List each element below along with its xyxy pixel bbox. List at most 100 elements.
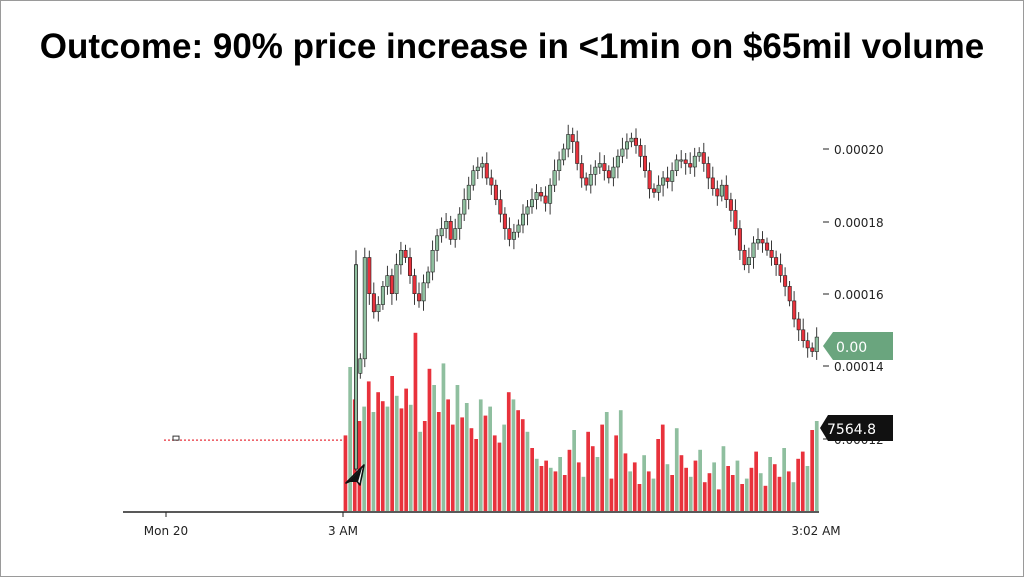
volume-bar — [371, 412, 376, 511]
candle-body — [683, 159, 688, 164]
candle-body — [371, 293, 376, 313]
volume-bar — [380, 401, 385, 511]
volume-bar — [712, 462, 716, 511]
cursor-arrow-icon — [345, 464, 365, 486]
volume-bar — [436, 412, 441, 511]
x-tick-label: Mon 20 — [144, 524, 188, 538]
candle-body — [579, 163, 584, 179]
candle-body — [453, 228, 458, 240]
candle-body — [697, 152, 702, 157]
volume-bar — [464, 403, 469, 511]
candle-body — [548, 184, 553, 204]
candle-body — [575, 141, 580, 164]
candle-body — [529, 199, 534, 208]
volume-bar — [455, 385, 460, 511]
candle-body — [552, 170, 557, 186]
candle-body — [462, 199, 467, 215]
candle-body — [539, 192, 544, 197]
candle-body — [376, 304, 381, 312]
candle-body — [611, 166, 616, 179]
volume-bar — [660, 424, 665, 511]
candle-body — [570, 134, 575, 142]
volume-bar — [474, 439, 478, 511]
candle-body — [493, 184, 498, 200]
volume-bar — [782, 448, 786, 511]
volume-bar — [763, 485, 768, 511]
volume-bar — [450, 424, 455, 511]
candle-body — [805, 340, 810, 349]
volume-bar — [679, 455, 684, 511]
candle-body — [489, 177, 494, 186]
volume-bar — [730, 475, 735, 511]
candle-body — [814, 336, 819, 352]
volume-bar — [800, 451, 805, 511]
candle-body — [466, 184, 471, 200]
volume-bar — [488, 406, 492, 511]
volume-bar — [758, 473, 763, 511]
candle-body — [417, 293, 422, 302]
y-tick-label: 0.00016 — [834, 288, 884, 302]
candle-body — [674, 159, 679, 171]
candle-body — [615, 155, 620, 168]
candle-body — [507, 228, 512, 240]
volume-bar — [702, 482, 707, 511]
volume-bar — [343, 435, 348, 511]
candle-body — [520, 213, 525, 226]
volume-bar — [357, 421, 362, 511]
volume-bar — [777, 476, 782, 511]
candle-body — [380, 286, 385, 305]
volume-bar — [506, 392, 511, 511]
volume-tag — [820, 415, 893, 441]
pre-move-price-line — [164, 435, 343, 441]
volume-bar — [492, 435, 497, 511]
pre-move-candle — [172, 435, 180, 441]
volume-bar — [376, 392, 380, 511]
volume-bar — [441, 363, 446, 511]
candle-body — [561, 148, 566, 161]
candle-body — [710, 177, 715, 189]
volume-bar — [754, 451, 758, 511]
slide-title: Outcome: 90% price increase in <1min on … — [39, 27, 985, 66]
candle-body — [801, 329, 806, 341]
volume-bar — [716, 489, 721, 511]
volume-bar — [385, 406, 390, 511]
volume-bar — [530, 448, 534, 511]
candle-body — [746, 257, 751, 265]
candle-body — [557, 159, 562, 171]
y-tick-label: 0.00014 — [834, 360, 884, 374]
volume-bar — [567, 449, 572, 511]
volume-tag-label: 7564.8 — [827, 422, 876, 438]
volume-bar — [390, 376, 394, 511]
volume-bar — [646, 471, 651, 511]
volume-bar — [642, 455, 646, 511]
volume-bar — [814, 421, 819, 511]
volume-bar — [413, 332, 418, 511]
volume-bar — [609, 478, 614, 511]
candle-body — [566, 134, 571, 150]
volume-bar — [670, 475, 674, 511]
candle-body — [602, 163, 607, 171]
volume-bar — [516, 410, 520, 511]
candle-body — [362, 257, 367, 360]
volume-bar — [572, 430, 576, 511]
volume-bar — [502, 424, 506, 511]
volume-bar — [628, 471, 632, 511]
volume-bar — [362, 406, 366, 511]
candle-body — [642, 155, 647, 171]
candle-body — [787, 286, 792, 302]
candle-body — [516, 224, 521, 233]
x-tick-label: 3 AM — [328, 524, 358, 538]
volume-bar — [446, 399, 450, 511]
candle-body — [597, 163, 602, 168]
volume-bar — [796, 458, 800, 511]
volume-bar — [539, 466, 544, 511]
candle-body — [810, 347, 815, 352]
candle-body — [760, 239, 765, 244]
volume-bar — [595, 457, 600, 511]
volume-bar — [562, 475, 567, 511]
volume-bar — [366, 381, 371, 511]
volume-bar — [768, 457, 772, 511]
candle-body — [358, 358, 363, 374]
volume-bar — [693, 460, 698, 511]
candle-body — [737, 228, 742, 251]
